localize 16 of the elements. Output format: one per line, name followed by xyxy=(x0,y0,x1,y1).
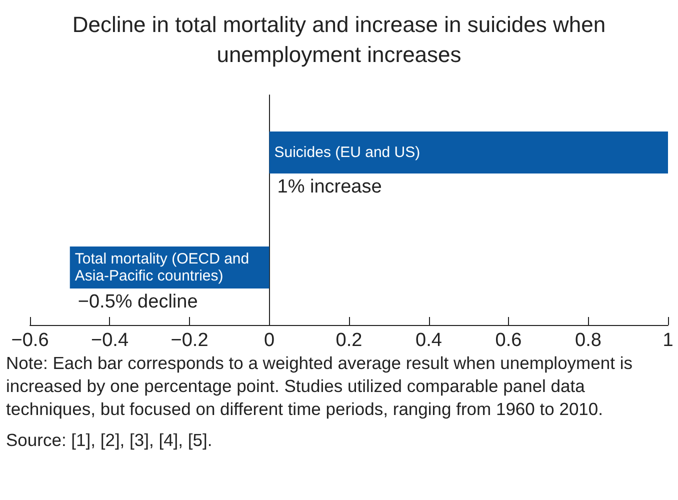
x-tick-label: 0.6 xyxy=(495,330,522,351)
chart-title: Decline in total mortality and increase in suicides when unemployment increases xyxy=(71,11,607,69)
x-tick-label: 0.8 xyxy=(575,330,602,351)
x-tick-label: 0.2 xyxy=(336,330,362,351)
x-tick-label: 1 xyxy=(662,330,674,351)
x-tick-label: −0.4 xyxy=(90,330,129,351)
source-note: Source: [1], [2], [3], [4], [5]. xyxy=(6,429,214,452)
x-tick-label: 0.4 xyxy=(416,330,442,351)
x-tick-label: −0.6 xyxy=(11,330,49,351)
data-label: −0.5% decline xyxy=(78,292,198,312)
x-tick-label: −0.2 xyxy=(170,330,208,351)
y-tick-label: Suicides (EU and US) xyxy=(274,144,420,161)
data-label: 1% increase xyxy=(277,176,382,198)
y-tick-label: Total mortality (OECD and Asia-Pacific countries) xyxy=(74,250,254,284)
text: Note: Each bar corresponds to a weighted average result when unemployment is increased by one percentage point. Studies utilized comparable panel data techniques, but focused on different time periods, ranging from 1960 to 2010. xyxy=(6,352,634,421)
x-tick-label: 0 xyxy=(264,330,275,351)
